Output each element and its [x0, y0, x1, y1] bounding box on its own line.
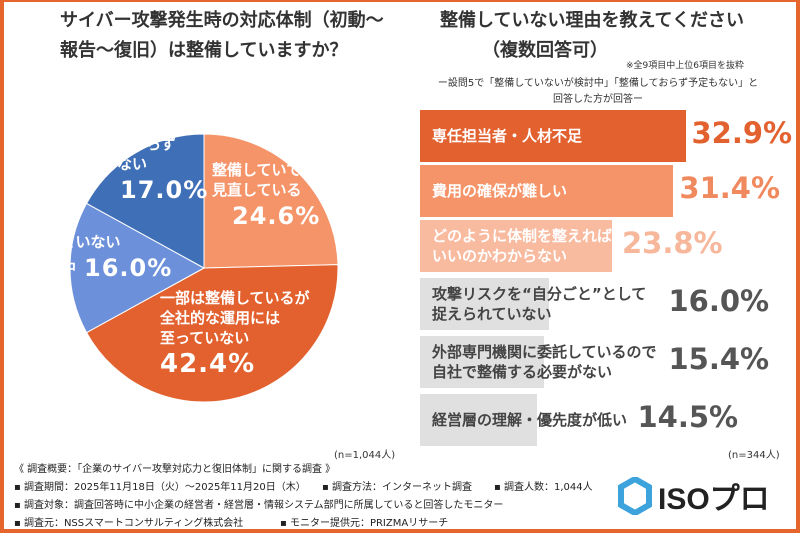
bar-value-label: 16.0%	[668, 284, 770, 318]
pie-slice	[85, 264, 339, 403]
pie-slice	[69, 202, 206, 334]
bar-label: 攻撃リスクを“自分ごと”として 捉えられていない	[432, 285, 647, 323]
bar-value-label: 23.8%	[622, 226, 723, 260]
pie-label-regular-review: 整備していて定期的に 見直している 24.6%	[212, 161, 362, 230]
pie-n-label: (n=1,044人)	[334, 450, 396, 461]
left-title-line: サイバー攻撃発生時の対応体制（初動〜	[60, 10, 384, 31]
bar	[420, 394, 537, 446]
logo-text: ISOプロ	[658, 483, 770, 516]
subtitle-line: ー設問5で「整備していないが検討中」「整備しておらず予定もない」と	[437, 78, 759, 89]
pie-label-partial: 一部は整備しているが 全社的な運用には 至っていない 42.4%	[160, 289, 310, 379]
bar	[420, 336, 545, 388]
hexagon-logo-icon	[618, 477, 652, 515]
bar-value-label: 14.5%	[637, 400, 739, 434]
bar-label: 費用の確保が難しい	[432, 182, 568, 200]
pie-slice	[203, 133, 339, 269]
left-title: サイバー攻撃発生時の対応体制（初動〜 報告〜復旧）は整備していますか？	[60, 6, 384, 66]
isopro-logo: ISOプロ	[618, 474, 770, 518]
bar-value-label: 32.9%	[691, 116, 793, 150]
bar-label: どのように体制を整えれば いいのかわからない	[432, 227, 613, 265]
right-title-line: （複数回答可）	[482, 40, 608, 61]
subtitle-line: 回答した方が回答ー	[553, 94, 643, 105]
pie-label-considering: 整備していない が検討中 16.0%	[16, 233, 173, 282]
bar-label: 外部専門機関に委託しているので 自社で整備する必要がない	[432, 343, 657, 381]
right-subtitle: ー設問5で「整備していないが検討中」「整備しておらず予定もない」と 回答した方が…	[420, 76, 776, 108]
bar-label: 専任担当者・人材不足	[432, 127, 583, 145]
right-title: 整備していない理由を教えてください （複数回答可）	[440, 6, 745, 66]
footer-method: ▪ 調査方法：インターネット調査	[322, 482, 472, 493]
footer-provider: ▪ モニター提供元：PRIZMAリサーチ	[280, 518, 449, 529]
footer-source: ▪ 調査元：NSSスマートコンサルティング株式会社	[14, 518, 244, 529]
footer-target: ▪ 調査対象：調査回答時に中小企業の経営者・経営層・情報システム部門に所属してい…	[14, 500, 504, 511]
bar	[420, 165, 674, 217]
right-note: ※全9項目中上位6項目を抜粋	[626, 61, 744, 71]
left-title-line: 報告〜復旧）は整備していますか？	[60, 40, 348, 61]
pie-slice	[85, 133, 205, 269]
bar-n-label: (n=344人)	[728, 450, 780, 461]
bar	[420, 220, 613, 272]
right-title-line: 整備していない理由を教えてください	[440, 10, 745, 31]
footer-count: ▪ 調査人数：1,044人	[494, 482, 593, 493]
footer-summary: 《 調査概要：「企業のサイバー攻撃対応力と復旧体制」に関する調査 》	[14, 464, 336, 475]
footer-period: ▪ 調査期間：2025年11月18日（火）〜2025年11月20日（木）	[14, 482, 306, 493]
bar-label: 経営層の理解・優先度が低い	[432, 411, 628, 429]
bar-value-label: 31.4%	[679, 171, 780, 205]
pie-chart	[69, 133, 339, 403]
bar	[420, 278, 550, 330]
pie-label-no-plan: 整備しておらず 予定もない 17.0%	[72, 135, 209, 204]
bar-value-label: 15.4%	[668, 342, 770, 376]
bar	[420, 110, 686, 162]
